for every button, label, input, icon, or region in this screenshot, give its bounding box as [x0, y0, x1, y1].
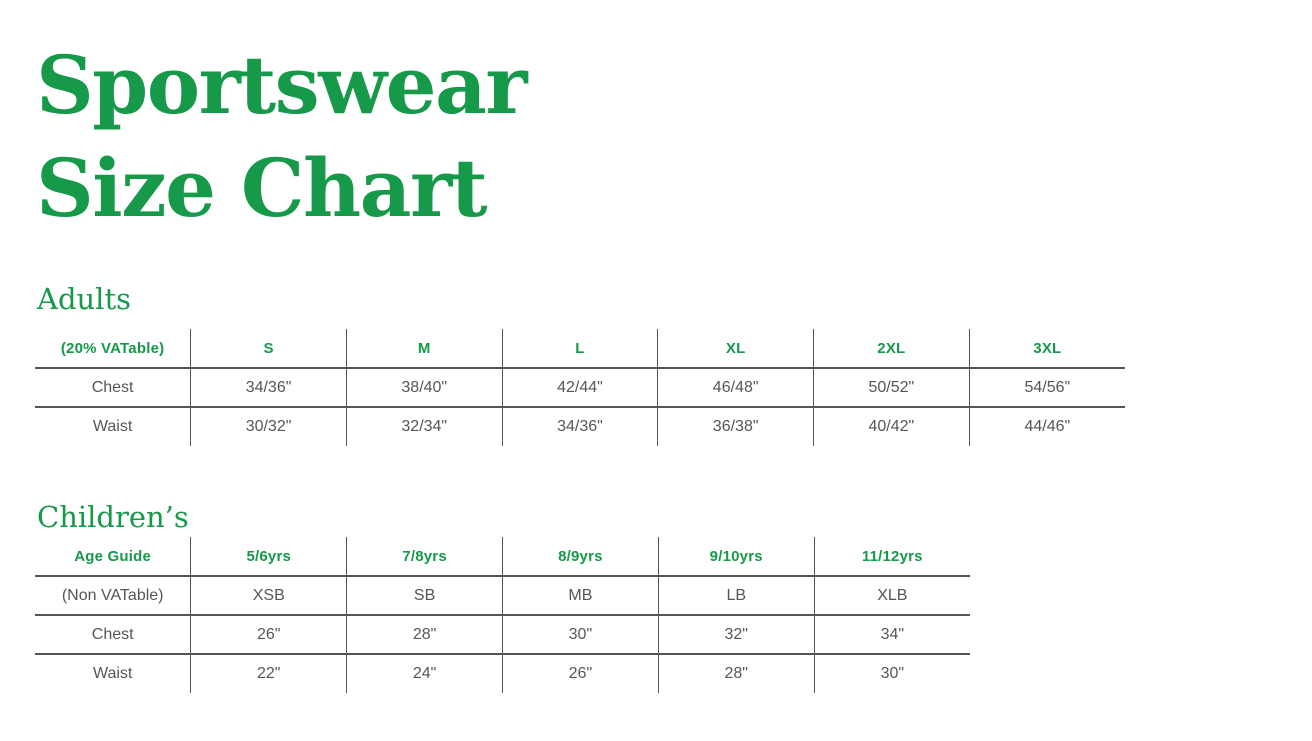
- table-cell: 42/44": [501, 368, 658, 408]
- table-cell: SB: [346, 576, 503, 616]
- page-title: Sportswear Size Chart: [36, 34, 527, 240]
- table-cell: 34/36": [501, 407, 658, 446]
- adults-header-size-2xl: 2XL: [813, 329, 970, 369]
- adults-waist-row: Waist 30/32" 32/34" 34/36" 36/38" 40/42"…: [35, 407, 1125, 446]
- children-sizecode-row: (Non VATable) XSB SB MB LB XLB: [35, 576, 970, 616]
- adults-header-vat-label: (20% VATable): [35, 329, 191, 369]
- table-cell: 36/38": [657, 407, 814, 446]
- adults-header-size-s: S: [190, 329, 347, 369]
- children-header-age-8-9: 8/9yrs: [501, 537, 659, 577]
- page-title-line-2: Size Chart: [36, 141, 488, 235]
- children-header-age-9-10: 9/10yrs: [657, 537, 815, 577]
- adults-header-size-3xl: 3XL: [968, 329, 1125, 369]
- adults-header-size-m: M: [345, 329, 503, 369]
- children-header-row: Age Guide 5/6yrs 7/8yrs 8/9yrs 9/10yrs 1…: [35, 537, 970, 577]
- children-chest-row: Chest 26" 28" 30" 32" 34": [35, 615, 970, 655]
- children-waist-row: Waist 22" 24" 26" 28" 30": [35, 654, 970, 693]
- adults-chest-row: Chest 34/36" 38/40" 42/44" 46/48" 50/52"…: [35, 368, 1125, 408]
- page-title-line-1: Sportswear: [36, 38, 527, 132]
- section-heading-adults: Adults: [37, 282, 131, 316]
- children-header-age-5-6: 5/6yrs: [190, 537, 347, 577]
- table-cell: LB: [657, 576, 815, 616]
- children-header-age-7-8: 7/8yrs: [346, 537, 503, 577]
- table-cell: 32/34": [345, 407, 503, 446]
- table-cell: 24": [346, 654, 503, 693]
- table-cell: 46/48": [657, 368, 814, 408]
- table-cell: 28": [346, 615, 503, 655]
- table-cell: XLB: [813, 576, 970, 616]
- table-cell: 40/42": [813, 407, 970, 446]
- table-cell: 30/32": [190, 407, 347, 446]
- row-label: Waist: [92, 418, 133, 435]
- table-cell: 32": [657, 615, 815, 655]
- row-label: Waist: [92, 665, 133, 682]
- table-cell: 26": [501, 654, 659, 693]
- table-cell: XSB: [190, 576, 347, 616]
- row-label: Chest: [35, 615, 191, 655]
- adults-header-row: (20% VATable) S M L XL 2XL 3XL: [35, 329, 1125, 369]
- table-cell: 30": [501, 615, 659, 655]
- adults-header-size-l: L: [501, 329, 658, 369]
- children-size-table: Age Guide 5/6yrs 7/8yrs 8/9yrs 9/10yrs 1…: [35, 537, 970, 693]
- table-cell: 26": [190, 615, 347, 655]
- table-cell: 34/36": [190, 368, 347, 408]
- table-cell: 22": [190, 654, 347, 693]
- table-cell: MB: [501, 576, 659, 616]
- row-label: (Non VATable): [35, 576, 191, 616]
- table-cell: 50/52": [813, 368, 970, 408]
- adults-size-table: (20% VATable) S M L XL 2XL 3XL Chest 34/…: [35, 329, 1125, 446]
- table-cell: 38/40": [345, 368, 503, 408]
- table-cell: 28": [657, 654, 815, 693]
- table-cell: 54/56": [968, 368, 1125, 408]
- adults-header-size-xl: XL: [657, 329, 814, 369]
- table-cell: 44/46": [968, 407, 1125, 446]
- table-cell: 30": [813, 654, 970, 693]
- table-cell: 34": [813, 615, 970, 655]
- row-label: Chest: [35, 368, 191, 408]
- section-heading-children: Children’s: [37, 500, 189, 534]
- children-header-age-11-12: 11/12yrs: [813, 537, 970, 577]
- children-header-age-guide: Age Guide: [35, 537, 191, 577]
